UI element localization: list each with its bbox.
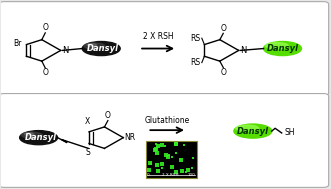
Text: 2 X RSH: 2 X RSH	[143, 32, 173, 41]
Text: N: N	[240, 46, 246, 55]
Ellipse shape	[87, 44, 97, 46]
Text: Dansyl: Dansyl	[266, 44, 299, 53]
Text: 100: 100	[188, 173, 196, 177]
Text: Glutathione: Glutathione	[145, 116, 190, 125]
Ellipse shape	[20, 131, 58, 145]
Text: O: O	[42, 23, 48, 32]
Text: 2 X RSH: 2 X RSH	[162, 173, 178, 177]
Text: RS: RS	[190, 58, 200, 67]
Text: Dansyl: Dansyl	[24, 133, 57, 142]
Text: 0: 0	[147, 173, 150, 177]
Text: O: O	[105, 111, 111, 120]
Ellipse shape	[234, 124, 272, 138]
Ellipse shape	[265, 43, 288, 49]
Text: Dansyl: Dansyl	[87, 44, 119, 53]
Text: O: O	[220, 24, 226, 33]
Ellipse shape	[82, 42, 120, 56]
Ellipse shape	[236, 125, 259, 131]
FancyBboxPatch shape	[0, 94, 329, 187]
Text: O: O	[42, 68, 48, 77]
Text: RS: RS	[190, 34, 200, 43]
Ellipse shape	[22, 132, 42, 138]
Ellipse shape	[84, 43, 105, 49]
Text: Br: Br	[14, 39, 22, 48]
Text: X: X	[85, 117, 90, 126]
Text: NR: NR	[125, 133, 136, 142]
Text: S: S	[86, 148, 91, 157]
Bar	[146, 141, 197, 178]
FancyBboxPatch shape	[0, 2, 329, 95]
Ellipse shape	[263, 42, 302, 56]
Text: SH: SH	[284, 129, 295, 137]
Text: Dansyl: Dansyl	[237, 127, 269, 136]
Ellipse shape	[24, 133, 34, 136]
Text: N: N	[62, 46, 69, 55]
Text: O: O	[220, 68, 226, 77]
